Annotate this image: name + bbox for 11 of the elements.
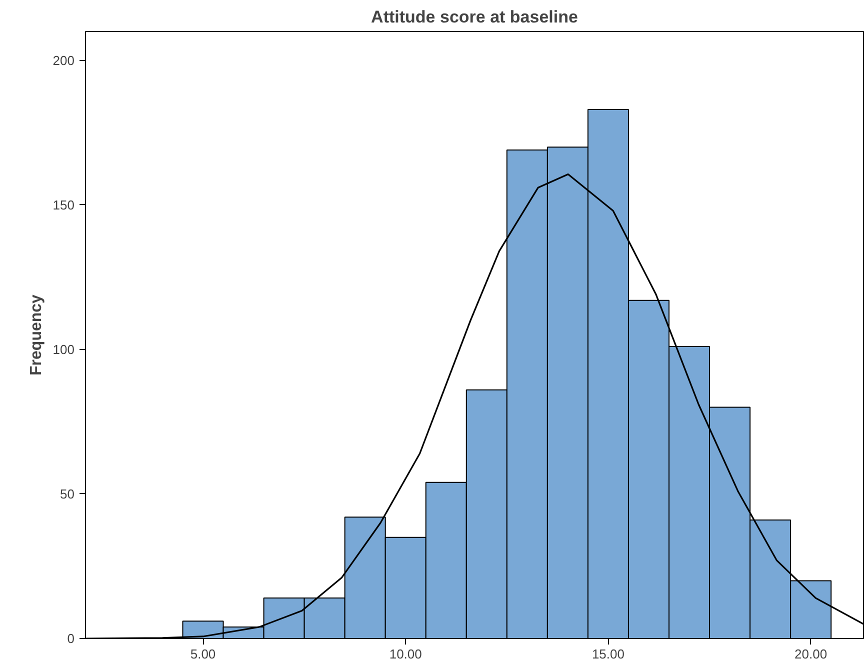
chart-title: Attitude score at baseline bbox=[371, 8, 578, 26]
x-tick-label: 5.00 bbox=[190, 646, 216, 662]
y-tick-label: 100 bbox=[52, 342, 75, 357]
y-tick-label: 0 bbox=[67, 631, 75, 646]
x-tick-label: 20.00 bbox=[794, 646, 828, 662]
y-tick-label: 50 bbox=[60, 486, 75, 502]
y-axis-title: Frequency bbox=[28, 294, 45, 376]
y-tick-label: 150 bbox=[52, 197, 75, 212]
x-tick-label: 15.00 bbox=[592, 646, 624, 662]
y-tick-label: 200 bbox=[52, 52, 75, 68]
x-tick-label: 10.00 bbox=[389, 646, 422, 662]
